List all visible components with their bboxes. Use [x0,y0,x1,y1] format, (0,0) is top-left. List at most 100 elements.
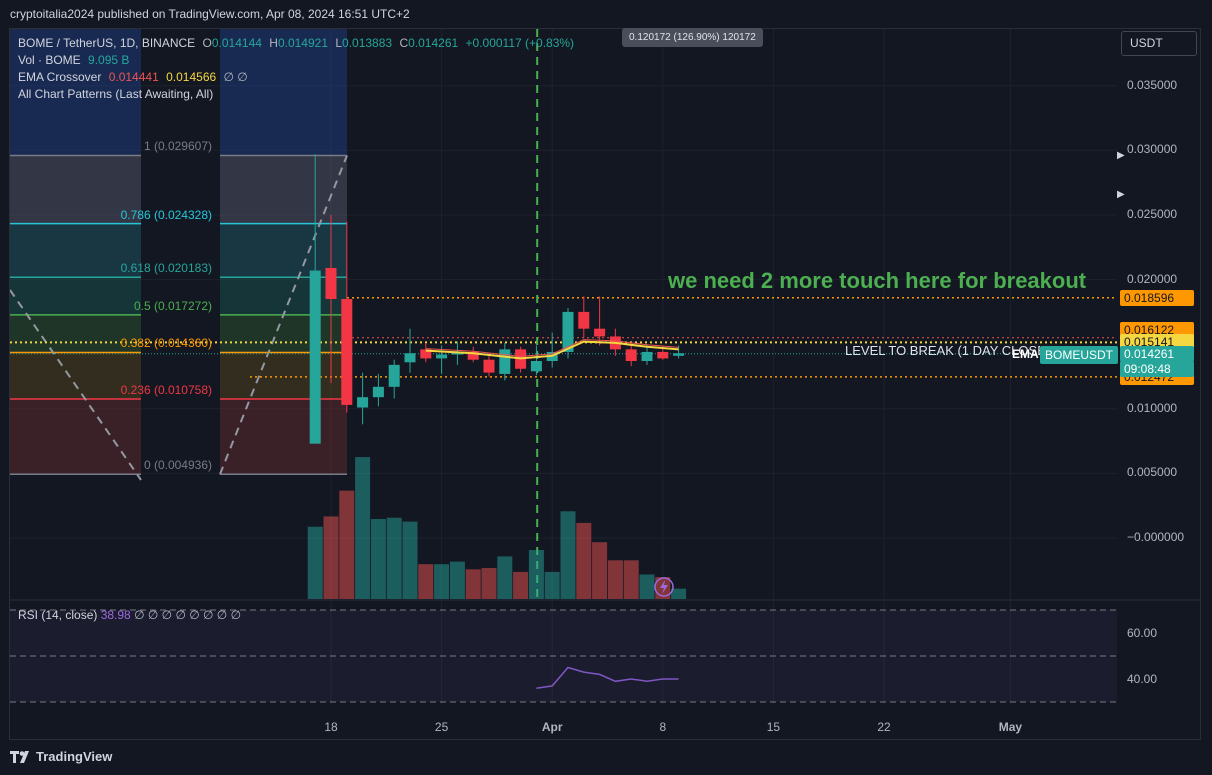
patterns-legend[interactable]: All Chart Patterns (Last Awaiting, All) [18,87,217,101]
volume-bar [465,569,481,599]
volume-bar [576,522,592,599]
date-tick: 25 [434,720,449,734]
ema-fast-line [425,339,679,357]
candle-body [341,298,353,405]
price-tag: 0.016122 [1120,321,1194,338]
candle-body [657,351,669,359]
volume-bar [639,574,655,599]
fib-label: 0.382 (0.014360) [120,336,212,351]
open-value: 0.014144 [211,36,262,50]
candles [309,154,685,444]
expand-arrow-icon[interactable]: ▶ [1117,189,1125,200]
candle-body [641,351,653,361]
fib-zone [10,314,141,353]
ema-fast-value: 0.014441 [108,70,159,84]
breakout-annotation[interactable]: we need 2 more touch here for breakout [668,268,1087,293]
date-tick: May [998,720,1023,734]
volume-bar [307,526,323,599]
fib-trend-line [9,289,142,481]
candle-body [625,349,637,361]
volume-bar [386,517,402,599]
ema-legend[interactable]: EMA Crossover 0.014441 0.014566 ∅ ∅ [18,70,252,84]
candle-body [309,270,321,444]
volume-bar [607,560,623,599]
price-tick: −0.000000 [1127,530,1185,544]
symbol-legend: BOME / TetherUS, 1D, BINANCE O0.014144 H… [18,36,578,50]
fib-zone [220,314,347,353]
price-tick: 0.035000 [1127,77,1178,92]
volume-bar [513,571,529,599]
change-value: +0.000117 (+0.83%) [465,36,575,50]
candle-body [420,349,432,359]
fib-zone [220,352,347,400]
level-lines [10,296,1117,378]
fib-top-zone [220,29,347,156]
lightning-icon [654,577,674,597]
high-label: H [269,36,278,50]
measure-tooltip: 0.120172 (126.90%) 120172 [622,28,763,47]
rsi-pane [10,599,1201,703]
fib-retracements [9,29,348,481]
ema-label: EMA Crossover [18,70,102,84]
rsi-label: RSI (14, close) [18,608,98,622]
tradingview-logo-icon [10,750,29,763]
volume-bars [307,457,687,599]
volume-legend[interactable]: Vol · BOME 9.095 B [18,53,133,67]
fib-trend-line [219,155,348,475]
candle-body [530,360,542,372]
price-tick: 0.030000 [1127,142,1178,157]
rsi-value: 38.98 [100,608,131,622]
high-value: 0.014921 [277,36,328,50]
rsi-legend[interactable]: RSI (14, close) 38.98 ∅ ∅ ∅ ∅ ∅ ∅ ∅ ∅ [18,608,241,622]
date-tick: 15 [766,720,781,734]
candle-body [388,364,400,387]
ema-null-icons: ∅ ∅ [223,70,248,84]
volume-bar [623,560,639,599]
volume-bar [592,542,608,599]
volume-value: 9.095 B [88,53,130,67]
patterns-label: All Chart Patterns (Last Awaiting, All) [18,87,214,101]
candle-body [325,267,337,299]
volume-bar [434,564,450,599]
volume-bar [418,564,434,599]
fib-label: 0 (0.004936) [143,458,212,473]
candle-body [483,359,495,373]
tradingview-logo[interactable]: TradingView [10,749,112,764]
candle-body [467,351,479,360]
rsi-tick: 60.00 [1127,626,1158,640]
fib-zone [10,399,141,475]
rsi-null-icons: ∅ ∅ ∅ ∅ ∅ ∅ ∅ ∅ [134,608,242,622]
volume-bar [560,511,576,599]
symbol-tag: BOMEUSDT [1040,346,1119,364]
low-value: 0.013883 [342,36,393,50]
fib-zone [220,155,347,224]
fib-zone [10,277,141,315]
chart-frame [9,28,1201,740]
symbol-name[interactable]: BOME / TetherUS, 1D, BINANCE [18,36,196,50]
currency-button[interactable]: USDT [1121,31,1197,56]
candle-body [673,353,685,356]
fib-zone [10,223,141,278]
ema-tag: EMA [1012,347,1039,361]
price-tick: 0.010000 [1127,400,1178,415]
fib-zone [10,155,141,224]
volume-bar [449,561,465,599]
price-tick: 0.020000 [1127,271,1178,286]
open-label: O [202,36,212,50]
volume-bar [671,588,687,599]
volume-bar [323,516,339,599]
lightning-bolt-icon [660,580,668,594]
volume-bar [355,457,371,599]
fib-label: 0.5 (0.017272) [133,298,212,313]
ema-slow-value: 0.014566 [166,70,217,84]
candle-body [594,328,606,337]
candle-body [372,386,384,398]
volume-bar [655,577,671,599]
fib-zone [10,352,141,400]
date-tick: 18 [324,720,338,734]
rsi-tick: 40.00 [1127,672,1158,686]
candle-body [404,353,416,363]
expand-arrow-icon[interactable]: ▶ [1117,150,1125,161]
